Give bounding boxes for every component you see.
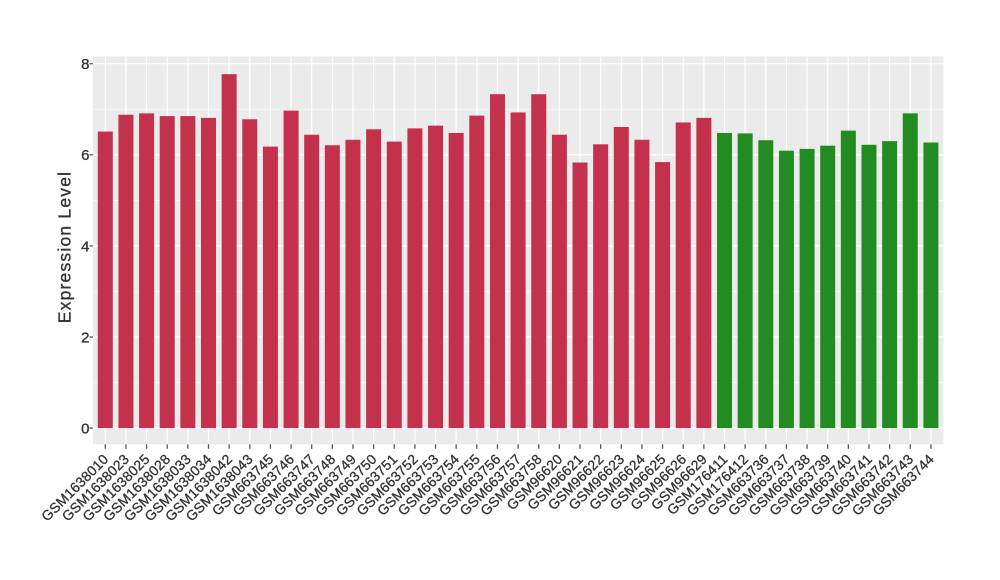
svg-text:Expression Level: Expression Level <box>55 171 75 323</box>
svg-text:2: 2 <box>81 329 89 346</box>
svg-text:0: 0 <box>81 421 89 438</box>
svg-text:4: 4 <box>81 238 89 255</box>
svg-text:8: 8 <box>81 56 89 73</box>
svg-text:6: 6 <box>81 147 89 164</box>
